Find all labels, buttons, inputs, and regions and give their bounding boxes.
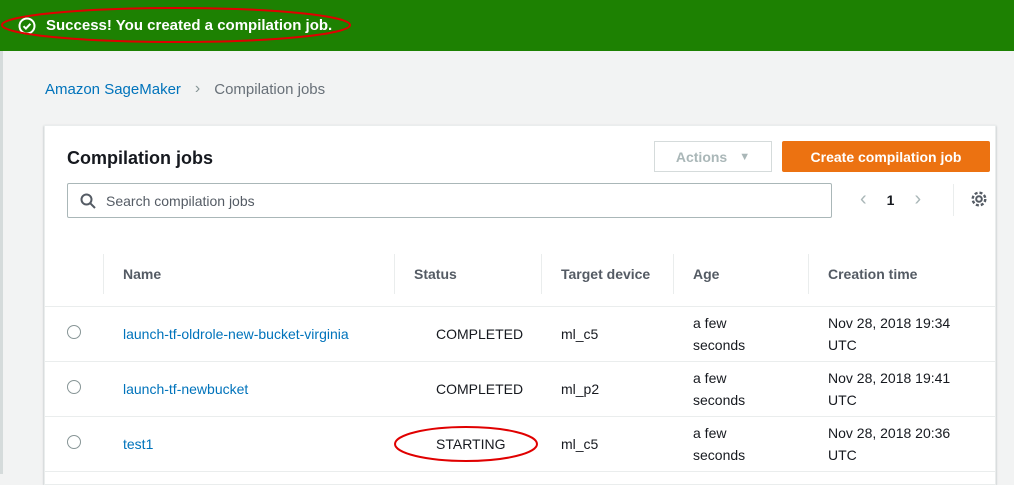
table-row[interactable]: launch-tf-oldrole-new-bucket-virginia CO… (45, 306, 995, 362)
jobs-table: Name Status Target device Age Creation t… (45, 242, 995, 472)
radio-button[interactable] (67, 324, 81, 339)
chevron-left-icon[interactable]: ‹ (860, 188, 867, 210)
target-device-cell: ml_c5 (541, 416, 673, 472)
search-field[interactable] (67, 183, 832, 218)
chevron-right-icon: › (194, 80, 201, 97)
job-name-cell: test1 (103, 416, 394, 472)
header-creation-time[interactable]: Creation time (808, 242, 995, 307)
caret-down-icon: ▼ (739, 150, 751, 163)
creation-time-cell: Nov 28, 2018 20:36 UTC (808, 416, 995, 472)
breadcrumb-sagemaker-link[interactable]: Amazon SageMaker (45, 80, 181, 98)
creation-time-cell: Nov 28, 2018 19:34 UTC (808, 306, 995, 362)
job-name-link[interactable]: test1 (123, 435, 154, 452)
status-cell: STARTING (394, 416, 541, 472)
success-message: Success! You created a compilation job. (46, 17, 333, 34)
header-name[interactable]: Name (103, 242, 394, 307)
job-name-link[interactable]: launch-tf-oldrole-new-bucket-virginia (123, 325, 349, 342)
create-compilation-job-button[interactable]: Create compilation job (782, 141, 990, 172)
check-circle-icon (18, 17, 36, 34)
age-cell: a few seconds (673, 306, 808, 362)
row-select[interactable] (45, 416, 103, 472)
search-input[interactable] (106, 192, 806, 209)
compilation-jobs-panel: Compilation jobs Actions ▼ Create compila… (44, 125, 996, 485)
table-row[interactable]: test1 STARTING ml_c5 a few seconds Nov 2… (45, 416, 995, 472)
page-number[interactable]: 1 (886, 191, 895, 208)
job-name-link[interactable]: launch-tf-newbucket (123, 380, 249, 397)
job-name-cell: launch-tf-oldrole-new-bucket-virginia (103, 306, 394, 362)
age-cell: a few seconds (673, 361, 808, 417)
header-target-device[interactable]: Target device (541, 242, 673, 307)
left-border (0, 51, 3, 474)
target-device-cell: ml_c5 (541, 306, 673, 362)
row-select[interactable] (45, 306, 103, 362)
divider (953, 184, 954, 216)
actions-button[interactable]: Actions ▼ (654, 141, 772, 172)
chevron-right-icon[interactable]: › (914, 188, 922, 210)
breadcrumb-current: Compilation jobs (214, 80, 326, 98)
job-name-cell: launch-tf-newbucket (103, 361, 394, 417)
status-cell: COMPLETED (394, 361, 541, 417)
search-icon (80, 193, 96, 209)
radio-button[interactable] (67, 379, 81, 394)
status-cell: COMPLETED (394, 306, 541, 362)
row-select[interactable] (45, 361, 103, 417)
gear-icon[interactable] (970, 190, 988, 208)
success-banner: Success! You created a compilation job. (0, 0, 1014, 51)
age-cell: a few seconds (673, 416, 808, 472)
header-status[interactable]: Status (394, 242, 541, 307)
panel-title: Compilation jobs (67, 148, 213, 168)
actions-label: Actions (675, 148, 728, 165)
target-device-cell: ml_p2 (541, 361, 673, 417)
radio-button[interactable] (67, 434, 81, 449)
select-column (45, 242, 103, 307)
pagination: ‹ 1 › (860, 188, 921, 211)
breadcrumb: Amazon SageMaker › Compilation jobs (45, 80, 325, 98)
table-row[interactable]: launch-tf-newbucket COMPLETED ml_p2 a fe… (45, 361, 995, 417)
header-age[interactable]: Age (673, 242, 808, 307)
creation-time-cell: Nov 28, 2018 19:41 UTC (808, 361, 995, 417)
